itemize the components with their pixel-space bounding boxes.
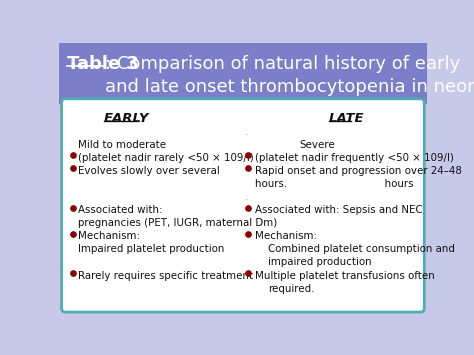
Text: Rarely requires specific treatment: Rarely requires specific treatment	[78, 271, 253, 280]
Text: Multiple platelet transfusions often: Multiple platelet transfusions often	[255, 271, 434, 280]
Text: Table 3: Table 3	[67, 55, 139, 73]
Text: hours.                              hours: hours. hours	[255, 179, 413, 189]
Text: Impaired platelet production: Impaired platelet production	[78, 244, 224, 254]
Text: (platelet nadir frequently <50 × 109/l): (platelet nadir frequently <50 × 109/l)	[255, 153, 454, 163]
Text: Severe: Severe	[300, 140, 335, 149]
Text: Combined platelet consumption and: Combined platelet consumption and	[268, 244, 456, 254]
Text: Associated with: Sepsis and NEC: Associated with: Sepsis and NEC	[255, 205, 422, 215]
Text: pregnancies (PET, IUGR, maternal Dm): pregnancies (PET, IUGR, maternal Dm)	[78, 218, 277, 228]
Text: .: .	[245, 192, 248, 202]
Text: Associated with:: Associated with:	[78, 205, 163, 215]
FancyBboxPatch shape	[55, 38, 431, 104]
Text: EARLY: EARLY	[104, 112, 150, 125]
Text: .: .	[245, 126, 248, 137]
Text: LATE: LATE	[329, 112, 365, 125]
Text: Evolves slowly over several: Evolves slowly over several	[78, 166, 219, 176]
FancyBboxPatch shape	[62, 99, 424, 312]
Text: Mechanism:: Mechanism:	[78, 231, 140, 241]
Text: : Comparison of natural history of early
and late onset thrombocytopenia in neon: : Comparison of natural history of early…	[105, 55, 474, 96]
Text: Mild to moderate: Mild to moderate	[78, 140, 166, 149]
Text: impaired production: impaired production	[268, 257, 372, 267]
Text: Mechanism:: Mechanism:	[255, 231, 317, 241]
Text: required.: required.	[268, 284, 315, 294]
Text: (platelet nadir rarely <50 × 109/l): (platelet nadir rarely <50 × 109/l)	[78, 153, 254, 163]
Text: Rapid onset and progression over 24–48: Rapid onset and progression over 24–48	[255, 166, 461, 176]
